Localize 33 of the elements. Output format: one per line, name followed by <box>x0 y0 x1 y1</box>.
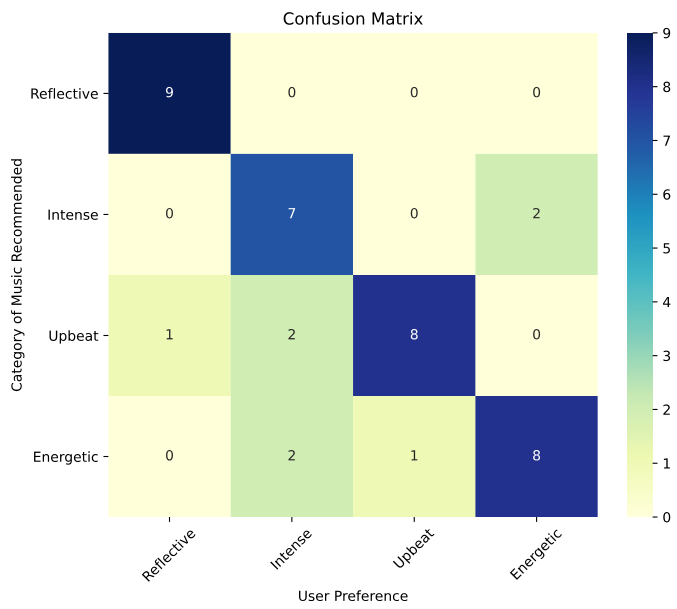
data-label: 8 <box>533 450 540 461</box>
data-label: 7 <box>288 208 296 218</box>
color-bar-label: 8 <box>663 82 670 92</box>
y-tick-label: Energetic <box>34 451 98 465</box>
y-tick-label: Reflective <box>31 88 98 99</box>
color-bar-label: 4 <box>663 297 670 308</box>
color-bar-label: 6 <box>663 189 670 200</box>
color-bar-label: 5 <box>663 243 670 254</box>
data-label: 2 <box>288 450 295 460</box>
color-bar-label: 1 <box>664 458 670 469</box>
data-label: 0 <box>166 450 173 461</box>
color-bar-label: 9 <box>663 28 670 38</box>
x-axis-title: User Preference <box>299 590 408 602</box>
chart-title: Confusion Matrix <box>284 12 423 25</box>
data-label: 9 <box>166 86 173 98</box>
y-tick-label: Upbeat <box>50 330 98 344</box>
y-axis-title: Category of Music Recommended <box>11 159 24 392</box>
data-label: 1 <box>411 450 418 460</box>
data-label: 0 <box>533 86 540 98</box>
color-bar-label: 0 <box>663 512 670 523</box>
color-bar-label: 7 <box>663 136 670 146</box>
data-label: 0 <box>410 86 418 98</box>
color-bar-label: 2 <box>663 404 670 415</box>
data-label: 2 <box>533 208 540 218</box>
data-label: 8 <box>410 329 418 340</box>
data-label: 0 <box>533 329 540 340</box>
data-label: 0 <box>288 86 296 98</box>
data-label: 0 <box>410 208 418 218</box>
data-label: 2 <box>288 329 295 340</box>
data-label: 1 <box>166 329 173 340</box>
y-tick-label: Intense <box>48 210 98 220</box>
color-bar-label: 3 <box>663 350 670 362</box>
data-label: 0 <box>166 208 173 218</box>
